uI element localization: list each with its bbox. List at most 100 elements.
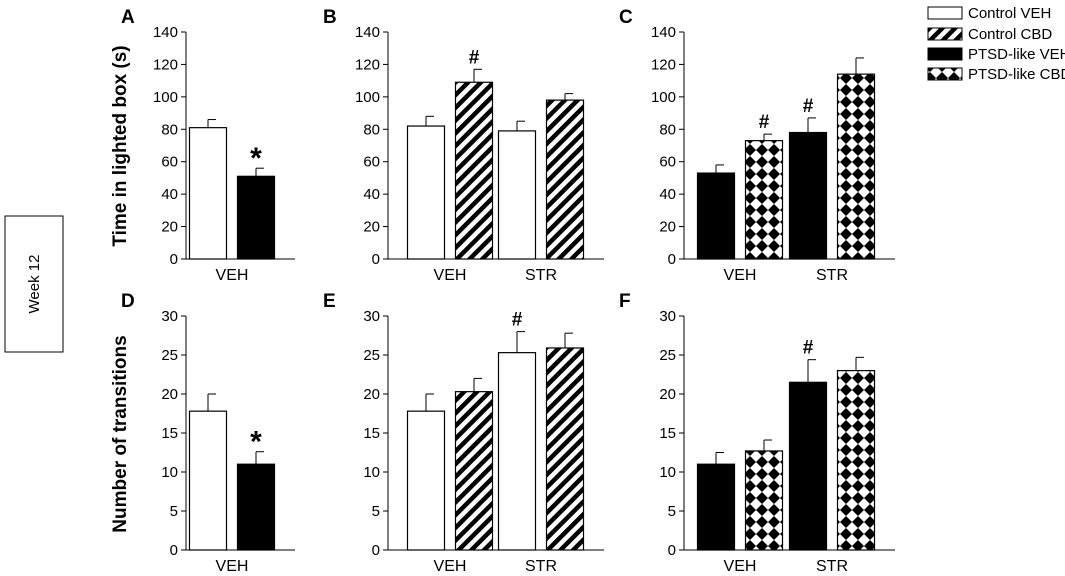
x-category-label-c: STR <box>816 267 848 284</box>
y-tick-label-c: 80 <box>659 121 676 138</box>
significance-hash-c: # <box>759 112 770 133</box>
week-label-box: Week 12 <box>4 215 64 353</box>
y-tick-label-b: 100 <box>355 89 380 106</box>
bar-c-ptsd-veh <box>788 131 828 260</box>
y-tick-label-d: 25 <box>161 347 178 364</box>
legend-swatch-control-cbd <box>927 27 963 41</box>
x-category-label-c: VEH <box>724 267 757 284</box>
significance-star-d: * <box>250 426 262 459</box>
y-tick-label-e: 20 <box>363 386 380 403</box>
y-tick-label-a: 80 <box>161 121 178 138</box>
bar-e-control-cbd <box>454 391 494 551</box>
bar-f-ptsd-veh <box>696 463 736 551</box>
x-category-label-e: VEH <box>434 558 467 575</box>
y-tick-label-c: 140 <box>651 24 676 41</box>
y-tick-label-c: 120 <box>651 56 676 73</box>
panel-d: D 0 5 10 15 20 25 30 VEH * <box>121 291 295 575</box>
y-tick-label-b: 0 <box>372 251 380 268</box>
y-tick-label-d: 30 <box>161 308 178 325</box>
panel-label-f: F <box>619 291 631 312</box>
y-tick-label-b: 20 <box>363 219 380 236</box>
row-b-ylabel: Number of transitions <box>110 335 131 532</box>
y-tick-label-f: 0 <box>668 542 676 559</box>
bar-b-control-veh <box>497 130 537 260</box>
y-tick-label-b: 80 <box>363 121 380 138</box>
legend-label-control-cbd: Control CBD <box>968 26 1052 43</box>
bar-a-ptsd-veh <box>236 175 276 260</box>
y-tick-label-c: 100 <box>651 89 676 106</box>
y-tick-label-d: 15 <box>161 425 178 442</box>
bar-c-ptsd-veh <box>696 172 736 260</box>
significance-hash-e: # <box>512 310 523 331</box>
panel-b: B 0 20 40 60 80 100 120 140 VEH # STR <box>323 7 604 284</box>
legend-label-ptsd-veh: PTSD-like VEH <box>968 46 1065 63</box>
legend-swatch-control-veh <box>927 6 963 20</box>
y-tick-label-c: 20 <box>659 219 676 236</box>
bar-e-control-veh <box>497 352 537 551</box>
panel-e: E 0 5 10 15 20 25 30 VEH STR # <box>323 291 604 575</box>
y-tick-label-a: 140 <box>153 24 178 41</box>
bar-b-control-cbd <box>545 99 585 260</box>
panel-f: F 0 5 10 15 20 25 30 VEH STR # <box>619 291 895 575</box>
y-tick-label-b: 40 <box>363 186 380 203</box>
y-tick-label-f: 15 <box>659 425 676 442</box>
panel-c: C 0 20 40 60 80 100 120 140 VEH # STR # <box>619 7 895 284</box>
legend: Control VEH Control CBD PTSD-like VEH PT… <box>927 5 1065 83</box>
legend-item-control-veh: Control VEH <box>927 5 1051 22</box>
significance-hash-c: # <box>803 96 814 117</box>
bar-a-control-veh <box>188 127 228 260</box>
y-tick-label-a: 100 <box>153 89 178 106</box>
y-tick-label-c: 60 <box>659 154 676 171</box>
y-tick-label-d: 20 <box>161 386 178 403</box>
panel-label-d: D <box>121 291 135 312</box>
bar-c-ptsd-cbd <box>836 73 876 260</box>
y-tick-label-d: 5 <box>170 503 178 520</box>
legend-item-ptsd-cbd: PTSD-like CBD <box>927 66 1065 83</box>
bar-d-ptsd-veh <box>236 463 276 551</box>
bar-b-control-veh <box>406 125 446 260</box>
y-tick-label-e: 10 <box>363 464 380 481</box>
bar-f-ptsd-cbd <box>744 450 784 551</box>
week-label: Week 12 <box>26 255 43 314</box>
x-category-label-d: VEH <box>216 558 249 575</box>
row-a-ylabel: Time in lighted box (s) <box>110 45 131 246</box>
bar-e-control-veh <box>406 410 446 551</box>
panel-label-c: C <box>619 7 633 28</box>
significance-star-a: * <box>250 142 262 175</box>
panels: A020406080100120140VEH*B0204060801001201… <box>121 7 895 575</box>
y-tick-label-a: 0 <box>170 251 178 268</box>
bar-c-ptsd-cbd <box>744 140 784 260</box>
y-tick-label-f: 5 <box>668 503 676 520</box>
panel-label-e: E <box>323 291 336 312</box>
x-category-label-b: VEH <box>434 267 467 284</box>
y-tick-label-e: 5 <box>372 503 380 520</box>
legend-label-ptsd-cbd: PTSD-like CBD <box>968 66 1065 83</box>
y-tick-label-a: 20 <box>161 219 178 236</box>
legend-item-ptsd-veh: PTSD-like VEH <box>927 46 1065 63</box>
y-tick-label-e: 0 <box>372 542 380 559</box>
panel-label-b: B <box>323 7 337 28</box>
y-tick-label-e: 25 <box>363 347 380 364</box>
x-category-label-a: VEH <box>216 267 249 284</box>
y-tick-label-b: 60 <box>363 154 380 171</box>
bar-f-ptsd-cbd <box>836 370 876 551</box>
x-category-label-f: VEH <box>724 558 757 575</box>
bar-e-control-cbd <box>545 347 585 551</box>
y-tick-label-a: 40 <box>161 186 178 203</box>
y-tick-label-a: 120 <box>153 56 178 73</box>
y-tick-label-f: 30 <box>659 308 676 325</box>
bar-d-control-veh <box>188 410 228 551</box>
bar-b-control-cbd <box>454 81 494 260</box>
y-tick-label-b: 140 <box>355 24 380 41</box>
panel-label-a: A <box>121 7 135 28</box>
x-category-label-e: STR <box>525 558 557 575</box>
y-tick-label-c: 40 <box>659 186 676 203</box>
y-tick-label-d: 0 <box>170 542 178 559</box>
significance-hash-f: # <box>803 338 814 359</box>
y-tick-label-f: 25 <box>659 347 676 364</box>
y-tick-label-f: 20 <box>659 386 676 403</box>
bar-f-ptsd-veh <box>788 381 828 551</box>
y-tick-label-c: 0 <box>668 251 676 268</box>
y-tick-label-f: 10 <box>659 464 676 481</box>
